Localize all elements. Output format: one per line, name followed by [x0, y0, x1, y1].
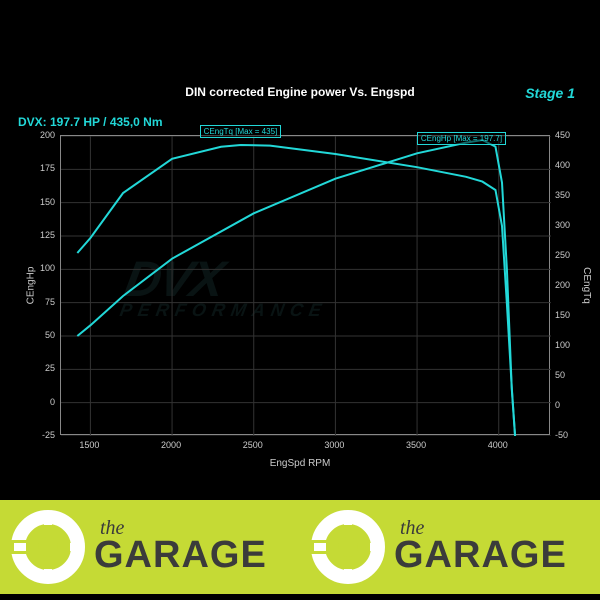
y-tick-right: 450 [555, 130, 585, 140]
wrench-gear-icon [308, 507, 388, 587]
x-axis-label: EngSpd RPM [0, 458, 600, 469]
logo-garage: GARAGE [94, 534, 267, 577]
x-tick: 2500 [233, 440, 273, 450]
y-tick-right: -50 [555, 430, 585, 440]
logo-garage: GARAGE [394, 534, 567, 577]
garage-logo-left: the GARAGE [0, 500, 300, 594]
x-tick: 3500 [396, 440, 436, 450]
y-tick-right: 350 [555, 190, 585, 200]
y-axis-right-label: CEngTq [581, 267, 592, 304]
y-tick-left: 50 [30, 330, 55, 340]
power-curve [77, 140, 515, 436]
y-tick-left: 175 [30, 163, 55, 173]
y-tick-left: 0 [30, 397, 55, 407]
dvx-result-label: DVX: 197.7 HP / 435,0 Nm [18, 115, 163, 129]
y-tick-left: 125 [30, 230, 55, 240]
y-tick-right: 0 [555, 400, 585, 410]
x-tick: 2000 [151, 440, 191, 450]
torque-max-marker: CEngTq [Max = 435] [200, 125, 282, 138]
y-tick-left: 200 [30, 130, 55, 140]
dyno-chart-container: DIN corrected Engine power Vs. Engspd St… [0, 0, 600, 600]
y-tick-right: 300 [555, 220, 585, 230]
footer-banner: the GARAGE the GARAGE [0, 500, 600, 594]
plot-area [60, 135, 550, 435]
x-tick: 1500 [69, 440, 109, 450]
y-tick-right: 100 [555, 340, 585, 350]
power-max-marker: CEngHp [Max = 197.7] [417, 132, 506, 145]
x-tick: 4000 [478, 440, 518, 450]
y-tick-left: -25 [30, 430, 55, 440]
torque-curve [77, 145, 515, 436]
y-tick-left: 150 [30, 197, 55, 207]
chart-svg [61, 136, 551, 436]
garage-logo-right: the GARAGE [300, 500, 600, 594]
y-tick-right: 50 [555, 370, 585, 380]
y-tick-right: 250 [555, 250, 585, 260]
y-tick-right: 400 [555, 160, 585, 170]
y-tick-right: 150 [555, 310, 585, 320]
y-tick-left: 25 [30, 363, 55, 373]
chart-title: DIN corrected Engine power Vs. Engspd [0, 85, 600, 99]
y-axis-left-label: CEngHp [25, 267, 36, 305]
wrench-gear-icon [8, 507, 88, 587]
x-tick: 3000 [314, 440, 354, 450]
stage-label: Stage 1 [525, 85, 575, 101]
